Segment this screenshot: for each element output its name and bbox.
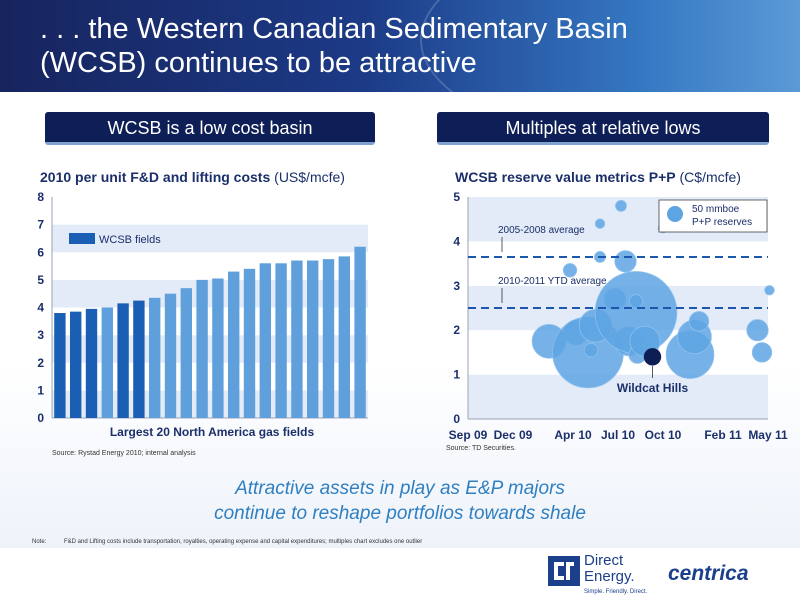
bubble-y-tick-label: 3	[453, 279, 460, 293]
direct-energy-logo-icon	[548, 556, 580, 586]
bubble-legend-label-line2: P+P reserves	[692, 217, 752, 228]
bar	[70, 311, 82, 418]
bar	[275, 263, 287, 418]
bubble-x-tick-label: May 11	[748, 428, 788, 442]
tagline: Attractive assets in play as E&P majors …	[0, 476, 800, 526]
bubble	[746, 319, 769, 342]
bubble-y-tick-label: 2	[453, 323, 460, 337]
bar-y-tick-label: 0	[37, 411, 44, 425]
direct-energy-line1: Direct	[584, 552, 624, 569]
bar-x-axis-label: Largest 20 North America gas fields	[110, 425, 315, 439]
direct-energy-tagline: Simple. Friendly. Direct.	[584, 589, 648, 595]
page-title-line2: (WCSB) continues to be attractive	[40, 47, 477, 79]
tagline-line1: Attractive assets in play as E&P majors	[235, 478, 565, 499]
footnote-label: Note:	[32, 539, 47, 545]
bubble-x-tick-label: Oct 10	[645, 428, 682, 442]
bar	[228, 271, 240, 418]
tagline-line2: continue to reshape portfolios towards s…	[214, 503, 586, 524]
bubble-grid-band	[468, 374, 768, 419]
direct-energy-line2: Energy.	[584, 568, 635, 585]
bar-chart-title-unit: (US$/mcfe)	[270, 169, 345, 185]
bubble	[562, 263, 578, 278]
bubble-x-tick-label: Dec 09	[494, 428, 533, 442]
bubble-y-tick-label: 4	[453, 234, 460, 248]
left-banner: WCSB is a low cost basin	[45, 112, 375, 145]
bubble-chart-title: WCSB reserve value metrics P+P (C$/mcfe)	[455, 169, 741, 185]
bar	[196, 279, 208, 418]
bubble-chart-source: Source: TD Securities.	[446, 445, 516, 452]
bubble	[614, 250, 637, 273]
bubble	[628, 294, 644, 309]
bar	[338, 256, 350, 418]
bar	[164, 293, 177, 418]
bar-y-tick-label: 8	[37, 190, 44, 204]
right-banner: Multiples at relative lows	[437, 112, 769, 145]
bar	[354, 246, 366, 418]
bar	[322, 259, 335, 418]
bubble-y-tick-label: 0	[453, 412, 460, 426]
bar-y-tick-label: 4	[37, 301, 44, 315]
bar-y-tick-label: 6	[37, 245, 44, 259]
bar	[149, 297, 161, 418]
bar-y-tick-label: 5	[37, 273, 44, 287]
page-title: . . . the Western Canadian Sedimentary B…	[40, 12, 628, 80]
average-line-label: 2010-2011 YTD average	[498, 276, 607, 287]
highlight-label: Wildcat Hills	[617, 381, 689, 395]
bar	[54, 313, 66, 418]
footer	[0, 548, 800, 600]
bar	[212, 278, 224, 418]
bubble	[594, 218, 606, 229]
bubble	[615, 199, 627, 212]
bubble-y-tick-label: 5	[453, 190, 460, 204]
page-title-line1: . . . the Western Canadian Sedimentary B…	[40, 13, 628, 45]
bar-chart-title: 2010 per unit F&D and lifting costs (US$…	[40, 169, 345, 185]
footnote: Note: F&D and Lifting costs include trans…	[32, 539, 422, 545]
bubble-x-tick-label: Feb 11	[704, 428, 742, 442]
centrica-logo: centrica	[668, 562, 749, 585]
highlight-bubble	[643, 348, 662, 366]
bar	[101, 307, 113, 418]
bar	[291, 260, 303, 418]
bubble-chart-title-unit: (C$/mcfe)	[675, 169, 741, 185]
bubble-legend-icon	[667, 206, 683, 222]
bar-chart-source: Source: Rystad Energy 2010; internal ana…	[52, 450, 196, 457]
bar-legend-swatch	[69, 233, 95, 244]
bar	[133, 300, 145, 418]
bubble-x-tick-label: Apr 10	[554, 428, 592, 442]
bar	[85, 308, 98, 418]
bar	[180, 288, 192, 418]
average-line-label: 2005-2008 average	[498, 225, 585, 236]
bubble	[751, 342, 773, 363]
bar-y-tick-label: 7	[37, 218, 44, 232]
bubble-y-tick-label: 1	[453, 368, 460, 382]
bubble	[764, 285, 775, 296]
bar-legend-label: WCSB fields	[99, 234, 161, 246]
bar-y-tick-label: 2	[37, 356, 44, 370]
bar	[243, 268, 256, 418]
bar-grid-band	[52, 224, 368, 253]
bubble	[583, 343, 599, 358]
bubble-x-tick-label: Sep 09	[449, 428, 488, 442]
bar	[259, 263, 271, 418]
bubble-chart-title-main: WCSB reserve value metrics P+P	[455, 169, 676, 185]
bubble	[688, 311, 710, 332]
direct-energy-wordmark: Direct Energy.	[584, 553, 635, 585]
bar-grid-band	[52, 197, 368, 225]
header-bar: . . . the Western Canadian Sedimentary B…	[0, 0, 800, 140]
bar-chart-title-main: 2010 per unit F&D and lifting costs	[40, 169, 271, 185]
bar-y-tick-label: 3	[37, 328, 44, 342]
footnote-text: F&D and Lifting costs include transporta…	[64, 539, 423, 545]
bubble-legend-label-line1: 50 mmboe	[692, 204, 740, 215]
bubble-x-tick-label: Jul 10	[601, 428, 635, 442]
bar	[117, 303, 129, 418]
bar-y-tick-label: 1	[37, 383, 44, 397]
bar	[307, 260, 319, 418]
